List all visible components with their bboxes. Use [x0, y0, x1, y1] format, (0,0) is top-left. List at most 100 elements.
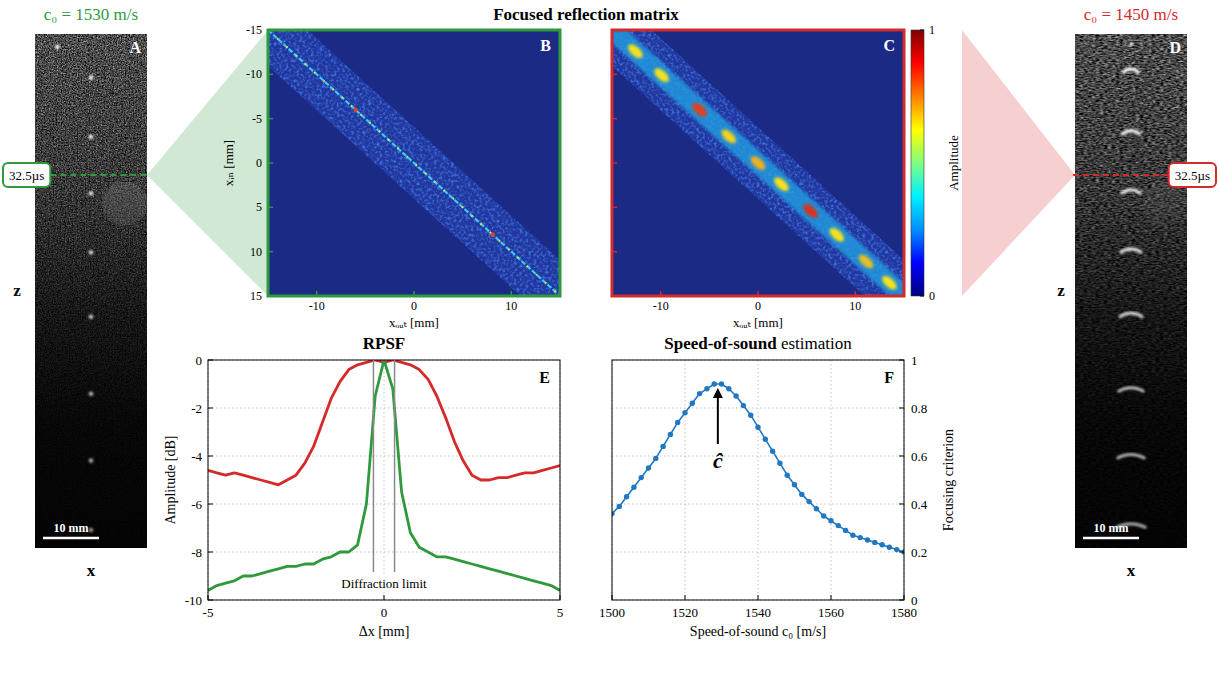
panel-letter: E — [539, 369, 550, 386]
colorbar-tick-label: 0 — [929, 289, 935, 303]
series-marker — [821, 513, 826, 518]
point-target — [1129, 42, 1133, 46]
tick — [612, 162, 617, 164]
grid-line — [831, 360, 832, 600]
series-marker — [660, 444, 665, 449]
depth-attenuation — [1075, 34, 1187, 548]
series-marker — [806, 499, 811, 504]
tick-label: -4 — [191, 449, 202, 464]
tick-label: -10 — [246, 67, 262, 81]
grid-line — [612, 408, 904, 409]
tick-label: 1500 — [599, 605, 625, 620]
point-target — [89, 75, 94, 80]
tick-label: 10 — [849, 299, 861, 313]
axis-label: z — [1057, 281, 1065, 300]
tick — [899, 360, 904, 361]
series-line — [208, 360, 560, 485]
diagonal-blob — [690, 100, 709, 119]
series-marker — [887, 545, 892, 550]
tick-label: 0 — [196, 353, 203, 368]
tick — [208, 360, 213, 361]
speckle — [1075, 34, 1187, 548]
band-speckle — [268, 30, 560, 296]
ultrasound-image — [35, 34, 147, 548]
series-marker — [814, 506, 819, 511]
tick — [560, 595, 561, 600]
matrix-frame — [268, 30, 560, 296]
series-marker — [690, 401, 695, 406]
tick — [899, 456, 904, 457]
grid-line — [758, 360, 759, 600]
tick — [831, 595, 832, 600]
reflection-matrix — [612, 30, 904, 296]
colorbar-label: Amplitude — [946, 135, 961, 191]
diffraction-limit-line — [394, 360, 396, 572]
time-line — [50, 174, 147, 176]
blurred-target — [1121, 190, 1141, 194]
tick — [899, 504, 904, 505]
series-marker — [646, 465, 651, 470]
series-marker — [675, 420, 680, 425]
series-marker — [617, 504, 622, 509]
image-title: c₀ = 1450 m/s — [1084, 5, 1178, 24]
tick — [208, 552, 213, 553]
annotation-text: ĉ — [713, 448, 724, 473]
colorbar-tick-label: 1 — [929, 23, 935, 37]
tick-label: 0 — [256, 156, 262, 170]
series-marker — [865, 537, 870, 542]
blurred-target — [1123, 69, 1140, 73]
axis-label: Δx [mm] — [359, 624, 410, 639]
tick — [612, 295, 617, 297]
band-texture — [612, 30, 904, 296]
series-marker — [726, 386, 731, 391]
series-marker — [624, 494, 629, 499]
figure: Focused reflection matrix10 mmc₀ = 1530 … — [0, 0, 1219, 686]
speckle — [35, 34, 147, 548]
tick — [612, 118, 617, 120]
series-marker — [712, 381, 717, 386]
tick — [268, 251, 273, 253]
tick — [268, 207, 273, 209]
series-marker — [872, 540, 877, 545]
band-speckle — [612, 30, 904, 296]
point-target — [89, 314, 94, 319]
tick-label: 1560 — [818, 605, 844, 620]
tick — [612, 29, 617, 31]
panel-letter: F — [884, 369, 894, 386]
tick — [899, 552, 904, 553]
diagonal-peaks — [268, 30, 560, 296]
tick — [208, 595, 209, 600]
axis-label: Focusing criterion — [941, 429, 956, 531]
diagonal-peak — [491, 233, 495, 237]
zoom-wedge — [962, 30, 1075, 296]
image-title: c₀ = 1530 m/s — [44, 5, 138, 24]
tick — [208, 408, 213, 409]
panel-title: Speed-of-sound estimation — [664, 334, 852, 353]
tick-label: 0.4 — [911, 497, 928, 512]
series-marker — [770, 449, 775, 454]
depth-attenuation — [35, 34, 147, 548]
series-marker — [799, 492, 804, 497]
tick-label: 5 — [557, 605, 564, 620]
tick-label: -10 — [309, 299, 325, 313]
blurred-target — [1118, 388, 1144, 392]
matrix-ground — [612, 30, 904, 296]
tick — [612, 251, 617, 253]
group-title: Focused reflection matrix — [493, 5, 679, 24]
plot-marks — [612, 381, 904, 554]
title-part: estimation — [777, 334, 853, 353]
diffraction-limit-line — [373, 360, 375, 572]
time-label: 32.5µs — [9, 168, 44, 183]
tick-label: 0 — [381, 605, 388, 620]
tick-label: -8 — [191, 545, 202, 560]
series-marker — [653, 456, 658, 461]
zoom-wedge — [147, 30, 268, 296]
time-label-box — [1169, 163, 1216, 187]
tick — [612, 74, 617, 76]
series-marker — [748, 413, 753, 418]
panel-letter: C — [883, 37, 895, 54]
grid-line — [685, 360, 686, 600]
tick-label: 5 — [256, 200, 262, 214]
series-marker — [682, 410, 687, 415]
tick-label: 0 — [411, 299, 417, 313]
